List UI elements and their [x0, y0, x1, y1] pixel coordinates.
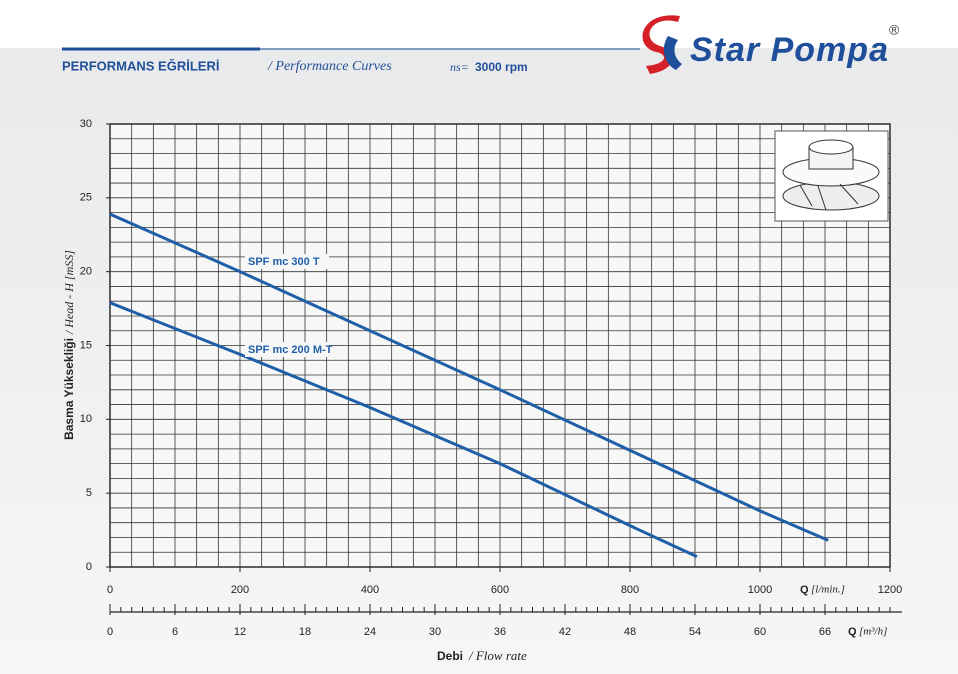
x2-tick-label: 0	[107, 626, 113, 638]
x-unit: [l/min.]	[811, 584, 845, 596]
series-label-bg	[245, 342, 329, 357]
series-label: SPF mc 200 M-T	[248, 344, 333, 356]
y-tick-label: 5	[86, 487, 92, 499]
curve	[109, 301, 698, 559]
x2-tick-label: 30	[429, 626, 441, 638]
x2-label: Q	[848, 626, 857, 638]
x-title-main: Debi	[437, 649, 463, 663]
x2-tick-label: 36	[494, 626, 506, 638]
x-tick-label: 600	[491, 584, 509, 596]
x-tick-label: 1200	[878, 584, 902, 596]
x-tick-label: 0	[107, 584, 113, 596]
x2-tick-label: 42	[559, 626, 571, 638]
x2-tick-label: 18	[299, 626, 311, 638]
speed: 3000 rpm	[475, 60, 528, 74]
impeller-eye	[808, 139, 854, 155]
logo: Star Pompa ®	[642, 15, 900, 74]
x2-tick-label: 6	[172, 626, 178, 638]
impeller-illustration	[774, 130, 889, 222]
brand: Star Pompa	[690, 31, 888, 69]
logo-mark-blue	[663, 36, 682, 70]
y-tick-label: 10	[80, 413, 92, 425]
series-label-bg	[245, 254, 329, 269]
subtitle: / Performance Curves	[267, 59, 392, 74]
y-label: Basma Yüksekliği / Head - H [mSS]	[62, 250, 76, 440]
y-tick-label: 30	[80, 118, 92, 130]
x-tick-label: 800	[621, 584, 639, 596]
speed-label: ns=	[450, 60, 469, 74]
x2-tick-label: 60	[754, 626, 766, 638]
x2-tick-label: 54	[689, 626, 701, 638]
x2-tick-label: 48	[624, 626, 636, 638]
series-label: SPF mc 300 T	[248, 256, 320, 268]
x2-tick-label: 66	[819, 626, 831, 638]
impeller-vanes	[799, 183, 859, 211]
curve	[109, 212, 829, 542]
x-tick-label: 400	[361, 584, 379, 596]
x-title-sub: / Flow rate	[468, 648, 527, 663]
x2-unit: [m³/h]	[859, 626, 887, 638]
y-label-main: Basma Yüksekliği	[62, 338, 76, 440]
registered: ®	[889, 22, 900, 38]
y-tick-label: 0	[86, 561, 92, 573]
y-tick-label: 20	[80, 266, 92, 278]
title: PERFORMANS EĞRİLERİ	[62, 58, 219, 73]
x-label: Q	[800, 584, 809, 596]
x2-tick-label: 24	[364, 626, 376, 638]
y-tick-label: 25	[80, 192, 92, 204]
x-tick-label: 1000	[748, 584, 772, 596]
top-band	[0, 0, 958, 48]
y-tick-label: 15	[80, 339, 92, 351]
x-tick-label: 200	[231, 584, 249, 596]
x2-tick-label: 12	[234, 626, 246, 638]
y-label-sub: / Head - H [mSS]	[62, 250, 76, 335]
